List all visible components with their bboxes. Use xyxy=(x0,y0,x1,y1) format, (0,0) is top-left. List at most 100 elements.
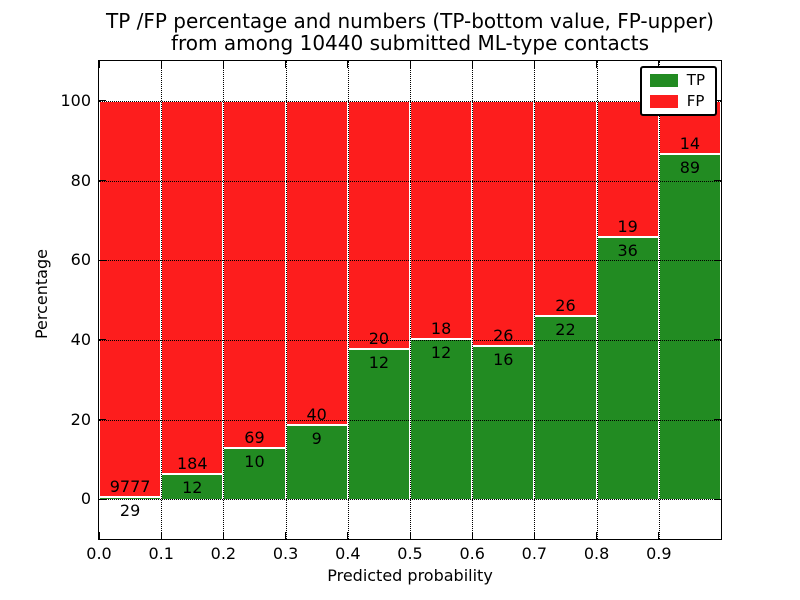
tp-legend-swatch-icon xyxy=(649,74,678,87)
fp-count-label: 26 xyxy=(555,295,576,315)
tp-bar-segment xyxy=(597,238,658,500)
chart-title: TP /FP percentage and numbers (TP-bottom… xyxy=(98,10,722,54)
x-axis-tick xyxy=(285,61,287,68)
x-axis-tick xyxy=(409,61,411,68)
y-tick-label: 80 xyxy=(70,170,91,190)
tp-bar-segment xyxy=(286,425,347,500)
fp-count-label: 9777 xyxy=(109,476,151,496)
x-tick-label: 0.5 xyxy=(397,544,423,563)
gridline-vertical xyxy=(285,61,287,539)
bar-column xyxy=(99,100,162,500)
tp-bar-segment xyxy=(162,474,223,500)
legend-item-tp: TP xyxy=(649,73,705,88)
bar-column xyxy=(534,100,597,500)
fp-count-label: 26 xyxy=(493,326,514,346)
x-axis-tick xyxy=(347,532,349,539)
tp-bar-segment xyxy=(411,339,472,500)
x-tick-label: 0.7 xyxy=(521,544,548,563)
x-tick-label: 0.0 xyxy=(86,544,112,563)
x-tick-label: 0.8 xyxy=(583,544,610,563)
x-tick-label: 0.9 xyxy=(646,544,672,563)
y-axis-tick xyxy=(714,498,721,500)
tp-count-label: 9 xyxy=(311,428,322,448)
fp-count-label: 19 xyxy=(617,217,638,237)
gridline-vertical xyxy=(596,61,598,539)
gridline-vertical xyxy=(161,61,163,539)
fp-bar-segment xyxy=(224,100,285,449)
y-axis-tick xyxy=(714,100,721,102)
x-axis-tick xyxy=(98,61,100,68)
fp-legend-label: FP xyxy=(686,92,705,110)
tp-count-label: 22 xyxy=(555,319,576,339)
tp-bar-segment xyxy=(348,349,409,500)
fp-bar-segment xyxy=(411,100,472,340)
bar-column xyxy=(285,100,348,500)
y-axis-tick xyxy=(99,100,106,102)
legend-item-fp: FP xyxy=(649,92,705,110)
fp-bar-segment xyxy=(535,100,596,317)
gridline-vertical xyxy=(223,61,225,539)
fp-count-label: 40 xyxy=(306,404,327,424)
y-axis-tick xyxy=(99,498,106,500)
y-tick-label: 60 xyxy=(70,250,91,270)
tp-count-label: 10 xyxy=(244,451,265,471)
fp-bar-segment xyxy=(348,100,409,350)
x-axis-tick xyxy=(596,532,598,539)
fp-count-label: 14 xyxy=(679,134,701,154)
x-tick-label: 0.1 xyxy=(148,544,174,563)
x-axis-tick xyxy=(658,61,660,68)
x-tick-label: 0.6 xyxy=(459,544,485,563)
tp-bar-segment xyxy=(659,155,720,500)
tp-count-label: 16 xyxy=(493,350,514,370)
fp-count-label: 69 xyxy=(244,427,265,447)
x-axis-tick xyxy=(409,532,411,539)
x-axis-tick xyxy=(285,532,287,539)
fp-count-label: 184 xyxy=(177,453,208,473)
x-axis-tick xyxy=(222,61,224,68)
bar-column xyxy=(472,100,535,500)
legend: TP FP xyxy=(639,66,717,116)
x-axis-tick xyxy=(347,61,349,68)
y-axis-tick xyxy=(714,180,721,181)
gridline-vertical xyxy=(472,61,474,539)
y-tick-label: 100 xyxy=(60,90,91,110)
fp-bar-segment xyxy=(597,100,658,239)
x-axis-tick xyxy=(222,532,224,539)
tp-count-label: 29 xyxy=(119,500,141,520)
tp-bar-segment xyxy=(473,347,534,500)
y-axis-label: Percentage xyxy=(32,249,51,340)
tp-count-label: 12 xyxy=(430,342,452,362)
y-axis-tick xyxy=(714,419,721,420)
gridline-vertical xyxy=(410,61,411,539)
x-axis-tick xyxy=(533,532,535,539)
y-tick-label: 0 xyxy=(80,489,91,509)
y-axis-tick xyxy=(99,259,106,261)
y-tick-label: 40 xyxy=(70,329,91,349)
x-axis-label: Predicted probability xyxy=(327,566,493,585)
fp-bar-segment xyxy=(100,100,161,498)
y-axis-tick xyxy=(714,339,721,341)
x-axis-tick xyxy=(658,532,660,539)
chart-title-line2: from among 10440 submitted ML-type conta… xyxy=(170,31,650,55)
fp-count-label: 18 xyxy=(430,318,452,338)
x-axis-tick xyxy=(596,61,598,68)
x-axis-tick xyxy=(533,61,535,68)
y-axis-tick xyxy=(714,259,721,261)
bar-column xyxy=(410,100,473,500)
y-axis-tick xyxy=(99,180,106,181)
fp-bar-segment xyxy=(473,100,534,348)
bar-column xyxy=(347,100,410,500)
gridline-vertical xyxy=(347,61,349,539)
tp-count-label: 12 xyxy=(368,352,390,372)
y-tick-label: 20 xyxy=(70,409,91,429)
tp-count-label: 36 xyxy=(617,241,638,261)
plot-area: 9777 29 184 12 69 10 40 9 20 12 18 12 26 16 26 22 19 36 14… xyxy=(98,60,722,540)
x-tick-label: 0.3 xyxy=(272,544,299,563)
x-tick-label: 0.2 xyxy=(210,544,237,563)
x-tick-label: 0.4 xyxy=(335,544,361,563)
gridline-vertical xyxy=(658,61,660,539)
fp-legend-swatch-icon xyxy=(649,95,678,108)
x-axis-tick xyxy=(98,532,100,539)
bar-column xyxy=(161,100,224,500)
x-axis-tick xyxy=(471,532,473,539)
